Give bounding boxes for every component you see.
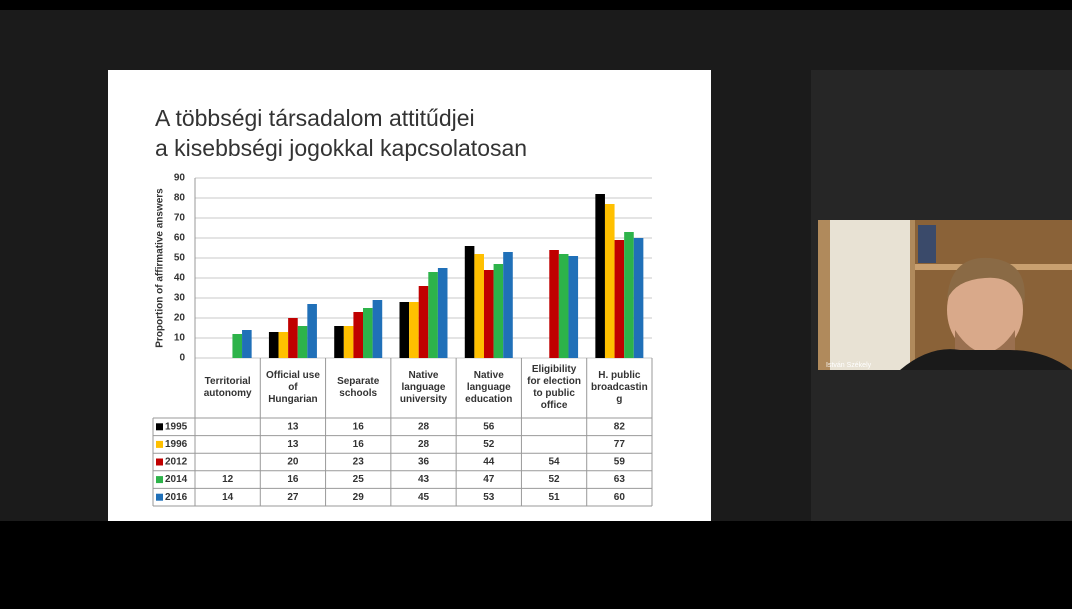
webcam-video [818,220,1072,370]
bar [474,254,484,358]
bar [503,252,513,358]
table-value: 56 [483,421,495,432]
bar [242,330,252,358]
y-tick-label: 0 [179,353,185,364]
table-value: 60 [614,492,626,503]
bar [353,312,363,358]
legend-label: 1995 [165,421,188,432]
y-tick-label: 50 [174,253,186,264]
table-value: 45 [418,492,430,503]
y-tick-label: 40 [174,273,186,284]
bar [595,194,605,358]
table-value: 13 [287,421,299,432]
x-tick-label: Separate schools [329,360,388,416]
legend-label: 2012 [165,457,188,468]
y-tick-label: 90 [174,173,186,184]
table-value: 14 [222,492,234,503]
table-value: 29 [353,492,365,503]
table-value: 44 [483,457,495,468]
x-tick-label: Territorial autonomy [198,360,257,416]
bar [428,272,438,358]
table-value: 77 [614,439,626,450]
legend-swatch [156,441,163,448]
bar [624,232,634,358]
legend-swatch [156,494,163,501]
x-tick-label: Eligibility for election to public offic… [524,360,583,416]
bar [288,318,298,358]
table-value: 52 [549,474,561,485]
bar [484,270,494,358]
bar [438,268,448,358]
bar [269,332,279,358]
legend-swatch [156,476,163,483]
y-tick-label: 10 [174,333,186,344]
table-value: 53 [483,492,495,503]
x-tick-label: Official use of Hungarian [263,360,322,416]
legend-label: 2014 [165,474,188,485]
x-tick-label: Native language education [459,360,518,416]
table-value: 63 [614,474,626,485]
table-value: 13 [287,439,299,450]
x-tick-label: H. public broadcasting [590,360,649,416]
bar [549,250,559,358]
y-tick-label: 30 [174,293,186,304]
bar [344,326,354,358]
bar [559,254,569,358]
table-value: 59 [614,457,626,468]
legend-swatch [156,423,163,430]
table-value: 43 [418,474,430,485]
bar [400,302,410,358]
bar [409,302,419,358]
bar [568,256,578,358]
table-value: 51 [549,492,561,503]
bar [373,300,383,358]
table-value: 52 [483,439,495,450]
legend-swatch [156,459,163,466]
screen: István Székely A többségi társadalom att… [0,0,1072,609]
table-value: 25 [353,474,365,485]
bar [363,308,373,358]
bar [605,204,615,358]
y-tick-label: 80 [174,193,186,204]
y-axis-label: Proportion of affirmative answers [155,188,166,348]
bar [465,246,475,358]
bar [634,238,644,358]
bar [307,304,317,358]
table-value: 16 [287,474,299,485]
bar [279,332,289,358]
bar [298,326,308,358]
table-value: 47 [483,474,495,485]
table-value: 27 [287,492,299,503]
y-tick-label: 70 [174,213,186,224]
table-value: 12 [222,474,234,485]
y-tick-label: 20 [174,313,186,324]
bar [615,240,625,358]
meeting-view: István Székely A többségi társadalom att… [0,0,1072,609]
bar [334,326,344,358]
x-tick-label: Native language university [394,360,453,416]
bar [419,286,429,358]
legend-label: 2016 [165,492,188,503]
table-value: 16 [353,439,365,450]
table-value: 28 [418,421,430,432]
table-value: 36 [418,457,430,468]
table-value: 20 [287,457,299,468]
bar [232,334,242,358]
table-value: 28 [418,439,430,450]
table-value: 16 [353,421,365,432]
slide-title: A többségi társadalom attitűdjei [155,105,475,131]
table-value: 23 [353,457,365,468]
bar [494,264,504,358]
table-value: 54 [549,457,561,468]
slide-title: a kisebbségi jogokkal kapcsolatosan [155,135,527,161]
table-value: 82 [614,421,626,432]
legend-label: 1996 [165,439,188,450]
participant-name: István Székely [826,362,872,369]
y-tick-label: 60 [174,233,186,244]
